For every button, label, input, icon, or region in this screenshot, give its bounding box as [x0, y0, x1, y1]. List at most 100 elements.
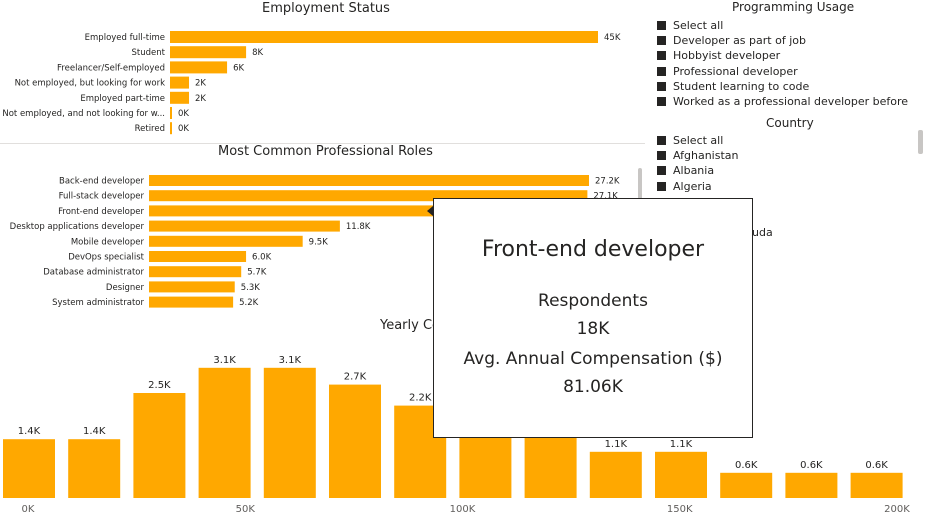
bar	[459, 426, 512, 498]
bar	[170, 46, 247, 59]
checkbox-icon[interactable]	[657, 181, 666, 191]
data-label: 1.4K	[18, 426, 41, 437]
bar	[149, 190, 588, 202]
country-scrollbar[interactable]	[918, 130, 923, 154]
programming-usage-item-label: Developer as part of job	[673, 34, 806, 48]
checkbox-icon[interactable]	[657, 166, 666, 176]
category-label: System administrator	[52, 298, 144, 308]
country-item[interactable]: Afghanistan	[657, 148, 738, 163]
compensation-title: Yearly Co	[380, 318, 440, 333]
data-label: 27.2K	[595, 177, 620, 187]
category-label: Retired	[135, 124, 165, 134]
programming-usage-item-label: Select all	[673, 19, 724, 32]
data-label: 5.2K	[239, 298, 259, 308]
country-item-label: Afghanistan	[673, 149, 739, 163]
country-item[interactable]: Algeria	[657, 179, 712, 194]
country-item-label: Albania	[673, 164, 715, 178]
bar	[524, 430, 577, 498]
checkbox-icon[interactable]	[657, 136, 666, 145]
tooltip-title: Front-end developer	[481, 237, 705, 262]
x-tick-label: 150K	[667, 504, 693, 515]
category-label: Employed full-time	[85, 33, 165, 43]
data-label: 1.4K	[83, 426, 106, 437]
professional-roles-chart[interactable]: Back-end developer 27.2K Full-stack develo…	[0, 165, 640, 313]
roles-scrollbar[interactable]	[638, 168, 642, 202]
data-label: 2.2K	[409, 393, 432, 404]
programming-usage-item[interactable]: Professional developer	[657, 64, 798, 79]
category-label: Mobile developer	[71, 237, 145, 247]
data-label: 8K	[252, 48, 263, 58]
programming-usage-item-label: Worked as a professional developer befor…	[673, 95, 909, 108]
bar	[170, 31, 598, 43]
category-label: Employed part-time	[80, 94, 165, 104]
tooltip-respondents-label: Respondents	[538, 291, 648, 311]
checkbox-icon[interactable]	[657, 21, 666, 30]
bar	[133, 393, 186, 498]
bar	[149, 205, 441, 217]
employment-status-chart[interactable]: Employed full-time 45K Student 8K Freelancer…	[0, 20, 645, 138]
bar	[850, 472, 903, 498]
programming-usage-item[interactable]: Student learning to code	[657, 79, 809, 94]
category-label: Not employed, but looking for work	[15, 79, 166, 89]
bar	[589, 451, 642, 498]
roles-panel-border	[0, 143, 645, 144]
tooltip-pointer-icon	[427, 206, 433, 216]
x-tick-label: 100K	[450, 504, 476, 515]
data-label: 2K	[195, 94, 206, 104]
bar	[149, 251, 247, 262]
bar	[170, 76, 190, 89]
bar	[149, 235, 303, 247]
bar	[149, 296, 234, 308]
category-label: Back-end developer	[59, 177, 144, 187]
programming-usage-item-label: Hobbyist developer	[673, 49, 781, 63]
data-label: 0K	[178, 109, 189, 119]
programming-usage-item[interactable]: Developer as part of job	[657, 33, 806, 48]
bar	[149, 220, 340, 232]
data-label: 1.1K	[605, 439, 628, 450]
programming-usage-item[interactable]: Select all	[657, 18, 723, 33]
checkbox-icon[interactable]	[657, 36, 666, 46]
x-tick-label: 200K	[884, 504, 910, 515]
data-label: 27.1K	[593, 192, 618, 202]
checkbox-icon[interactable]	[657, 97, 666, 106]
programming-usage-item[interactable]: Hobbyist developer	[657, 48, 780, 63]
data-label: 0.6K	[800, 460, 823, 471]
data-label: 3.1K	[279, 355, 302, 366]
category-label: Freelancer/Self-employed	[57, 63, 165, 73]
bar	[3, 439, 55, 498]
programming-usage-item-label: Professional developer	[673, 64, 798, 78]
data-label: 11.8K	[346, 222, 371, 232]
tooltip-compensation-value: 81.06K	[563, 377, 623, 397]
bar	[170, 122, 172, 135]
data-label: 2.7K	[344, 372, 367, 383]
country-item[interactable]: Albania	[657, 163, 714, 178]
data-label: 0.6K	[735, 460, 758, 471]
employment-status-title: Employment Status	[262, 1, 390, 16]
country-item[interactable]: Select all	[657, 133, 723, 148]
bar	[149, 281, 235, 293]
checkbox-icon[interactable]	[657, 51, 666, 61]
programming-usage-item-label: Student learning to code	[673, 79, 810, 93]
bar	[170, 91, 190, 104]
country-item-label: Algeria	[673, 179, 712, 193]
bar	[149, 266, 242, 278]
checkbox-icon[interactable]	[657, 66, 666, 76]
bar	[198, 367, 251, 498]
data-label: 2K	[195, 79, 206, 89]
data-label: 1.1K	[670, 439, 693, 450]
data-label: 6K	[233, 63, 244, 73]
compensation-chart[interactable]: 1.4K 1.4K 2.5K 3.1K 3.1K 2.7K 2.2K 1.1K 1.1K 0.6K…	[0, 330, 926, 520]
data-label: 5.7K	[247, 268, 267, 278]
checkbox-icon[interactable]	[657, 151, 666, 161]
checkbox-icon[interactable]	[657, 81, 666, 91]
category-label: Full-stack developer	[59, 192, 145, 202]
bar	[68, 439, 121, 498]
category-label: Front-end developer	[58, 207, 144, 217]
data-label: 0.6K	[865, 460, 888, 471]
x-tick-label: 50K	[236, 504, 256, 515]
category-label: DevOps specialist	[68, 253, 144, 263]
programming-usage-item[interactable]: Worked as a professional developer befor…	[657, 94, 908, 109]
bar	[785, 472, 838, 498]
bar	[149, 175, 589, 186]
country-item-partial[interactable]: uda	[752, 225, 773, 240]
